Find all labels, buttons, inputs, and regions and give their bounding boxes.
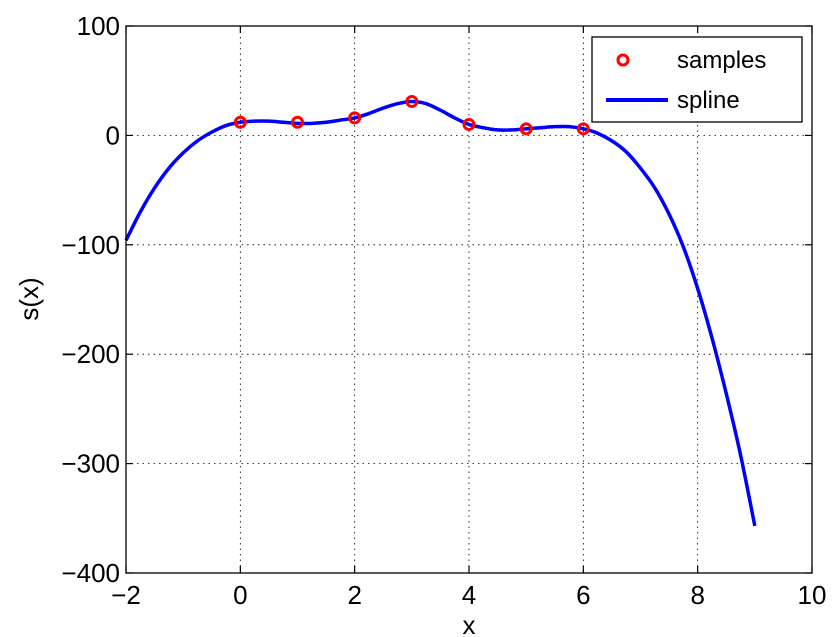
sample-point: [233, 115, 247, 129]
sample-point: [405, 94, 419, 108]
spline-line: [124, 99, 757, 527]
legend-samples-marker: [616, 53, 630, 67]
sample-point: [348, 111, 362, 125]
x-axis-label: x: [463, 610, 476, 637]
y-tick-labels: −400 −300 −200 −100 0 100: [61, 11, 120, 588]
x-tick-label: 6: [576, 580, 590, 610]
x-tick-label: −2: [111, 580, 141, 610]
legend: samples spline: [591, 36, 803, 123]
axis-ticks: [125, 25, 813, 574]
samples-series: [233, 94, 590, 136]
y-tick-label: −400: [61, 558, 120, 588]
y-tick-label: −200: [61, 339, 120, 369]
x-tick-label: 8: [690, 580, 704, 610]
spline-series: [124, 99, 757, 527]
sample-point: [291, 115, 304, 129]
legend-spline-label: spline: [677, 87, 740, 114]
y-tick-label: −100: [61, 230, 120, 260]
sample-point: [462, 117, 476, 131]
y-tick-label: 100: [77, 11, 120, 41]
y-tick-label: 0: [106, 120, 120, 150]
x-tick-label: 2: [347, 580, 361, 610]
x-tick-label: 4: [462, 580, 476, 610]
x-tick-labels: −2 0 2 4 6 8 10: [111, 580, 826, 610]
sample-point: [519, 122, 533, 136]
y-tick-label: −300: [61, 449, 120, 479]
x-tick-label: 0: [233, 580, 247, 610]
y-axis-label: s(x): [14, 277, 44, 320]
legend-box: [591, 36, 803, 123]
x-tick-label: 10: [798, 580, 827, 610]
legend-samples-label: samples: [677, 47, 766, 74]
sample-point: [576, 122, 590, 136]
